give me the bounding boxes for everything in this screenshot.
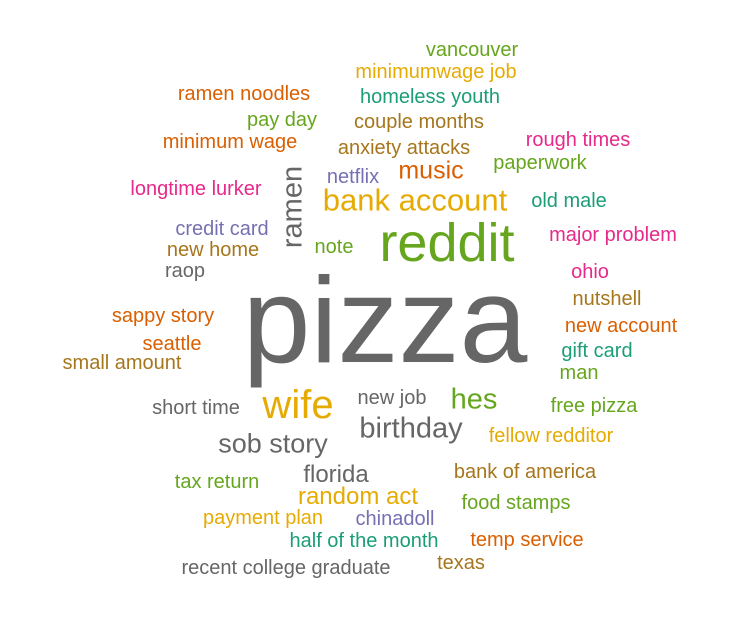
word-free-pizza: free pizza (550, 395, 638, 417)
word-fellow-redditor: fellow redditor (488, 425, 614, 447)
word-texas: texas (437, 552, 485, 574)
word-bank-of-america: bank of america (453, 461, 597, 483)
word-minimum-wage: minimum wage (162, 131, 298, 153)
word-new-job: new job (357, 387, 427, 409)
word-credit-card: credit card (175, 218, 269, 240)
word-raop: raop (164, 260, 206, 282)
word-ohio: ohio (571, 261, 609, 283)
word-seattle: seattle (142, 333, 202, 355)
word-small-amount: small amount (62, 352, 182, 374)
word-reddit: reddit (379, 213, 515, 273)
word-ramen-noodles: ramen noodles (177, 83, 311, 105)
word-longtime-lurker: longtime lurker (130, 178, 262, 200)
word-vancouver: vancouver (425, 39, 519, 61)
word-pizza: pizza (242, 252, 528, 388)
word-anxiety-attacks: anxiety attacks (337, 137, 471, 159)
word-old-male: old male (531, 190, 607, 212)
word-half-of-the-month: half of the month (289, 530, 439, 552)
word-random-act: random act (297, 483, 419, 510)
word-tax-return: tax return (174, 471, 260, 493)
word-bank-account: bank account (322, 182, 508, 218)
word-food-stamps: food stamps (461, 492, 571, 514)
word-sob-story: sob story (218, 428, 328, 459)
word-ramen: ramen (276, 165, 309, 249)
word-couple-months: couple months (353, 111, 485, 133)
word-man: man (559, 362, 599, 384)
word-nutshell: nutshell (572, 288, 642, 310)
word-sappy-story: sappy story (111, 305, 215, 327)
word-rough-times: rough times (525, 129, 631, 151)
word-paperwork: paperwork (493, 152, 587, 174)
word-pay-day: pay day (246, 109, 318, 131)
word-gift-card: gift card (561, 340, 633, 362)
word-short-time: short time (152, 397, 240, 419)
word-major-problem: major problem (549, 224, 677, 246)
word-birthday: birthday (359, 412, 463, 445)
word-netflix: netflix (326, 166, 380, 188)
word-chinadoll: chinadoll (355, 508, 435, 530)
word-recent-college-graduate: recent college graduate (181, 557, 391, 579)
word-new-account: new account (564, 315, 678, 337)
word-homeless-youth: homeless youth (359, 86, 501, 108)
word-music: music (398, 156, 464, 185)
word-new-home: new home (166, 239, 260, 261)
word-note: note (314, 236, 354, 258)
word-florida: florida (303, 461, 369, 488)
word-temp-service: temp service (470, 529, 584, 551)
word-minimumwage-job: minimumwage job (355, 61, 517, 83)
word-payment-plan: payment plan (202, 507, 324, 529)
word-hes: hes (450, 383, 498, 416)
word-wife: wife (262, 383, 334, 427)
